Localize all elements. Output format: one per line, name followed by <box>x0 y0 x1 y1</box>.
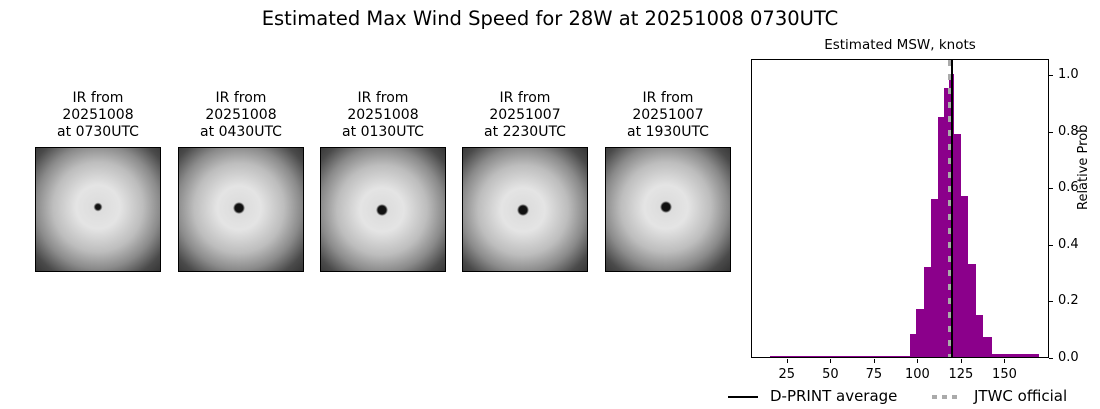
ir-title-line: IR from <box>72 90 124 106</box>
y-tick-label: 0.0 <box>1058 350 1079 365</box>
histogram-bar <box>770 355 910 357</box>
ir-satellite-image <box>462 147 588 272</box>
x-tick <box>1004 359 1006 363</box>
x-tick-label: 150 <box>992 367 1017 382</box>
ir-satellite-image <box>320 147 446 272</box>
x-tick-label: 25 <box>778 367 796 382</box>
ir-satellite-image <box>178 147 304 272</box>
y-tick-label: 1.0 <box>1058 67 1079 83</box>
histogram-bar <box>960 195 968 357</box>
histogram-bar <box>944 88 950 357</box>
ir-satellite-image <box>605 147 731 272</box>
histogram-bar <box>991 354 1039 357</box>
ir-satellite-image <box>35 147 161 272</box>
y-tick-label: 0.4 <box>1058 236 1079 252</box>
ir-title-line: IR from <box>642 90 694 106</box>
x-tick-label: 125 <box>948 367 974 382</box>
legend-label: D-PRINT average <box>770 387 898 405</box>
y-tick <box>1049 75 1053 77</box>
figure-title: Estimated Max Wind Speed for 28W at 2025… <box>261 7 839 30</box>
x-tick <box>873 359 875 363</box>
ir-panel-title: IR from 20251007 at 2230UTC <box>445 90 605 141</box>
ir-panel-title: IR from 20251008 at 0430UTC <box>161 90 321 141</box>
ir-title-line: IR from <box>499 90 551 106</box>
ir-title-time: at 1930UTC <box>627 124 709 140</box>
x-tick-label: 75 <box>865 367 883 382</box>
histogram-bar <box>915 308 924 357</box>
y-tick <box>1049 358 1053 359</box>
jtwc-official-line <box>948 60 953 357</box>
ir-title-date: 20251008 <box>62 107 134 123</box>
y-tick <box>1049 131 1053 133</box>
x-tick <box>960 359 962 363</box>
legend-label: JTWC official <box>974 387 1068 405</box>
histogram-bar <box>954 133 961 357</box>
y-tick-label: 0.8 <box>1058 123 1079 139</box>
histogram-bar <box>982 337 992 357</box>
ir-title-time: at 2230UTC <box>484 124 566 140</box>
ir-title-time: at 0730UTC <box>57 124 139 140</box>
x-tick-label: 50 <box>822 367 839 382</box>
ir-title-line: IR from <box>215 90 267 106</box>
dashed-line-icon <box>932 394 962 399</box>
ir-panel-title: IR from 20251008 at 0730UTC <box>18 90 178 141</box>
y-tick <box>1049 188 1053 190</box>
ir-title-date: 20251007 <box>489 107 561 123</box>
ir-title-date: 20251008 <box>347 107 419 123</box>
x-tick <box>830 359 832 363</box>
y-tick <box>1049 244 1053 246</box>
ir-title-date: 20251007 <box>632 107 704 123</box>
ir-title-line: IR from <box>357 90 409 106</box>
y-tick <box>1049 301 1053 303</box>
chart-title: Estimated MSW, knots <box>824 37 976 53</box>
legend-jtwc: JTWC official <box>932 387 1067 405</box>
dprint-average-line <box>951 60 954 357</box>
ir-panel-title: IR from 20251008 at 0130UTC <box>303 90 463 141</box>
y-tick-label: 0.6 <box>1058 180 1079 196</box>
histogram-bar <box>975 314 983 357</box>
ir-title-date: 20251008 <box>205 107 277 123</box>
histogram-plot-area <box>751 59 1049 358</box>
histogram-bar <box>930 198 939 357</box>
x-tick-label: 100 <box>904 367 930 382</box>
histogram-bar <box>967 263 976 357</box>
x-tick <box>786 359 788 363</box>
legend-dprint: D-PRINT average <box>728 387 897 405</box>
y-tick-label: 0.2 <box>1058 293 1079 309</box>
solid-line-icon <box>728 395 758 398</box>
histogram-bar <box>938 116 945 357</box>
y-axis-label: Relative Prob <box>1076 124 1091 210</box>
ir-panel-title: IR from 20251007 at 1930UTC <box>588 90 748 141</box>
ir-title-time: at 0130UTC <box>342 124 424 140</box>
x-tick <box>917 359 919 363</box>
ir-title-time: at 0430UTC <box>200 124 282 140</box>
histogram-bar <box>923 266 931 357</box>
histogram-bar <box>909 334 916 357</box>
